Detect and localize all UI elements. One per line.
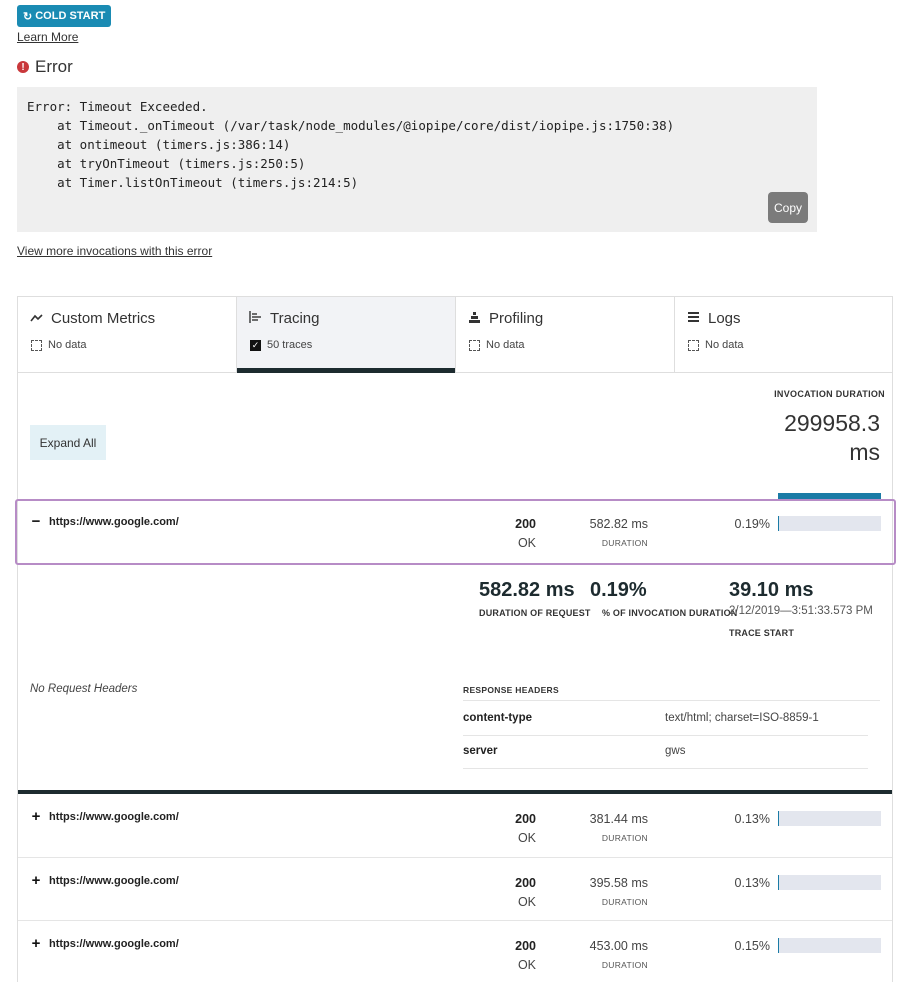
cold-start-badge: ↻ COLD START [17,5,112,27]
percent-invocation-value: 0.19% [590,579,647,601]
trace-row[interactable]: + https://www.google.com/ 200 OK 453.00 … [18,920,892,982]
tab-label: Tracing [270,310,320,327]
tab-label: Profiling [489,310,544,327]
status-code: 200 [515,517,536,531]
trace-row[interactable]: − https://www.google.com/ 200 OK 582.82 … [18,499,892,562]
refresh-icon: ↻ [23,10,33,23]
learn-more-link[interactable]: Learn More [17,30,79,44]
trace-duration: 582.82 ms [589,517,648,531]
trace-url: https://www.google.com/ [49,516,179,528]
status-code: 200 [515,876,536,890]
expand-all-button[interactable]: Expand All [30,425,106,460]
header-divider [463,768,868,769]
trace-percent: 0.15% [734,939,770,953]
response-header-key: server [463,745,498,757]
expand-icon[interactable]: + [31,872,41,889]
trace-start-label: TRACE START [729,628,795,638]
trace-duration-bar [778,938,881,953]
status-text: OK [517,536,536,550]
trace-duration-bar [778,875,881,890]
tab-sub-label: No data [48,339,87,351]
trace-duration-bar [778,516,881,531]
checkbox-empty-icon [31,339,42,351]
tab-profiling[interactable]: Profiling No data [456,297,675,372]
status-code: 200 [515,812,536,826]
exclamation-icon: ! [17,61,29,73]
metrics-icon [30,311,43,326]
copy-button[interactable]: Copy [768,192,808,223]
tab-custom-metrics[interactable]: Custom Metrics No data [18,297,237,372]
status-text: OK [517,958,536,972]
tab-sub-label: No data [486,339,525,351]
request-duration-label: DURATION OF REQUEST [479,608,591,618]
trace-row[interactable]: + https://www.google.com/ 200 OK 395.58 … [18,857,892,920]
view-more-invocations-link[interactable]: View more invocations with this error [17,244,213,258]
trace-start-value: 39.10 ms [729,579,814,601]
error-header: ! Error [17,57,73,77]
invocation-duration-value: 299958.3 ms [784,410,880,465]
request-duration-value: 582.82 ms [479,579,575,601]
invocation-duration-label: INVOCATION DURATION [774,389,885,399]
trace-percent: 0.19% [734,517,770,531]
trace-percent: 0.13% [734,812,770,826]
expand-icon[interactable]: + [31,808,41,825]
status-code: 200 [515,939,536,953]
trace-start-date: 2/12/2019—3:51:33.573 PM [729,605,873,617]
trace-row[interactable]: + https://www.google.com/ 200 OK 381.44 … [18,794,892,857]
trace-duration: 395.58 ms [589,876,648,890]
trace-percent: 0.13% [734,876,770,890]
trace-duration: 453.00 ms [589,939,648,953]
status-text: OK [517,831,536,845]
expanded-trace-divider [18,790,892,794]
collapse-icon[interactable]: − [31,513,41,530]
duration-label: DURATION [601,833,648,843]
status-text: OK [517,895,536,909]
trace-url: https://www.google.com/ [49,811,179,823]
percent-invocation-label: % OF INVOCATION DURATION [602,608,738,618]
duration-label: DURATION [601,897,648,907]
response-header-value: text/html; charset=ISO-8859-1 [665,712,819,724]
tab-label: Custom Metrics [51,310,156,327]
header-divider [463,700,880,701]
tracing-icon [249,311,262,326]
response-headers-label: RESPONSE HEADERS [463,685,559,695]
tab-sub-label: No data [705,339,744,351]
trace-duration: 381.44 ms [589,812,648,826]
expand-icon[interactable]: + [31,935,41,952]
checkbox-empty-icon [688,339,699,351]
error-stack-box: Error: Timeout Exceeded. at Timeout._onT… [17,87,817,232]
response-header-key: content-type [463,712,532,724]
invocation-duration-bar [778,493,881,499]
error-title: Error [35,57,73,76]
logs-icon [687,311,700,326]
trace-url: https://www.google.com/ [49,875,179,887]
error-stack-trace: Error: Timeout Exceeded. at Timeout._onT… [27,99,675,190]
checkbox-empty-icon [469,339,480,351]
tab-logs[interactable]: Logs No data [675,297,892,372]
tab-label: Logs [708,310,741,327]
duration-label: DURATION [601,960,648,970]
cold-start-label: COLD START [35,10,106,22]
profiling-icon [468,311,481,327]
invocation-details-panel: Custom Metrics No data Tracing ✓ 50 trac… [15,296,896,982]
tab-bar: Custom Metrics No data Tracing ✓ 50 trac… [18,297,892,373]
trace-duration-bar [778,811,881,826]
tab-sub-label: 50 traces [267,339,313,351]
trace-url: https://www.google.com/ [49,938,179,950]
no-request-headers: No Request Headers [30,683,138,695]
duration-label: DURATION [601,538,648,548]
tab-tracing[interactable]: Tracing ✓ 50 traces [237,297,456,373]
checkbox-checked-icon: ✓ [250,339,261,351]
header-divider [463,735,868,736]
response-header-value: gws [665,745,686,757]
